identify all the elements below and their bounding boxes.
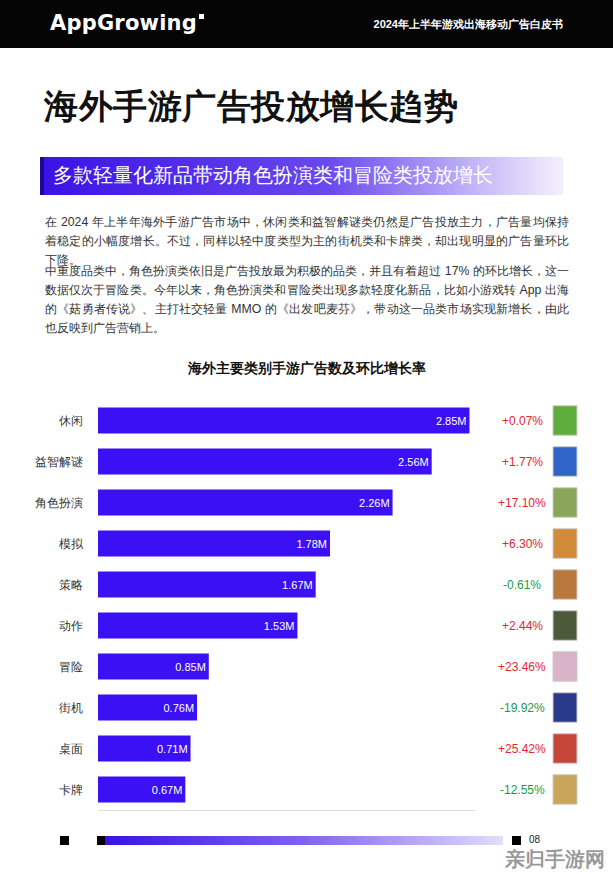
svg-text:动作: 动作 [59,619,83,633]
svg-text:1.78M: 1.78M [296,538,327,550]
svg-text:休闲: 休闲 [59,414,83,428]
html-text:AppGrowing: AppGrowing [50,11,197,35]
svg-text:桌面: 桌面 [59,742,83,756]
svg-text:模拟: 模拟 [59,537,84,551]
svg-text:0.67M: 0.67M [152,784,183,796]
html-text:中重度品类中，角色扮演类依旧是广告投放最为积极的品类，并且有: 中重度品类中，角色扮演类依旧是广告投放最为积极的品类，并且有着超过 17% 的环… [45,264,569,335]
html-text:海外手游广告投放增长趋势: 海外手游广告投放增长趋势 [44,87,458,125]
html-text:08: 08 [529,834,541,845]
svg-text:+0.07%: +0.07% [502,414,543,428]
svg-text:卡牌: 卡牌 [59,783,83,797]
svg-text:2.85M: 2.85M [436,415,467,427]
svg-text:0.85M: 0.85M [175,661,206,673]
html-text:亲归手游网: 亲归手游网 [505,848,605,870]
svg-text:角色扮演: 角色扮演 [35,496,83,510]
svg-text:冒险: 冒险 [59,660,83,674]
html-text:在 2024 年上半年海外手游广告市场中，休闲类和益智解谜类: 在 2024 年上半年海外手游广告市场中，休闲类和益智解谜类仍然是广告投放主力，… [45,215,569,267]
svg-text:策略: 策略 [59,578,83,592]
svg-text:-19.92%: -19.92% [500,701,545,715]
svg-text:-12.55%: -12.55% [500,783,545,797]
svg-text:+25.42%: +25.42% [498,742,546,756]
html-text:海外主要类别手游广告数及环比增长率: 海外主要类别手游广告数及环比增长率 [187,360,426,376]
svg-text:1.53M: 1.53M [264,620,295,632]
svg-text:1.67M: 1.67M [282,579,313,591]
svg-text:+23.46%: +23.46% [498,660,546,674]
svg-text:0.71M: 0.71M [157,743,188,755]
svg-text:+6.30%: +6.30% [502,537,543,551]
svg-text:+2.44%: +2.44% [502,619,543,633]
svg-text:2.56M: 2.56M [398,456,429,468]
svg-text:0.76M: 0.76M [163,702,194,714]
html-text:2024年上半年游戏出海移动广告白皮书: 2024年上半年游戏出海移动广告白皮书 [373,18,563,30]
html-text:多款轻量化新品带动角色扮演类和冒险类投放增长: 多款轻量化新品带动角色扮演类和冒险类投放增长 [53,164,493,186]
svg-text:2.26M: 2.26M [359,497,390,509]
svg-text:街机: 街机 [59,701,83,715]
svg-text:+17.10%: +17.10% [498,496,546,510]
svg-text:益智解谜: 益智解谜 [35,455,83,469]
svg-text:-0.61%: -0.61% [503,578,541,592]
svg-text:+1.77%: +1.77% [502,455,543,469]
